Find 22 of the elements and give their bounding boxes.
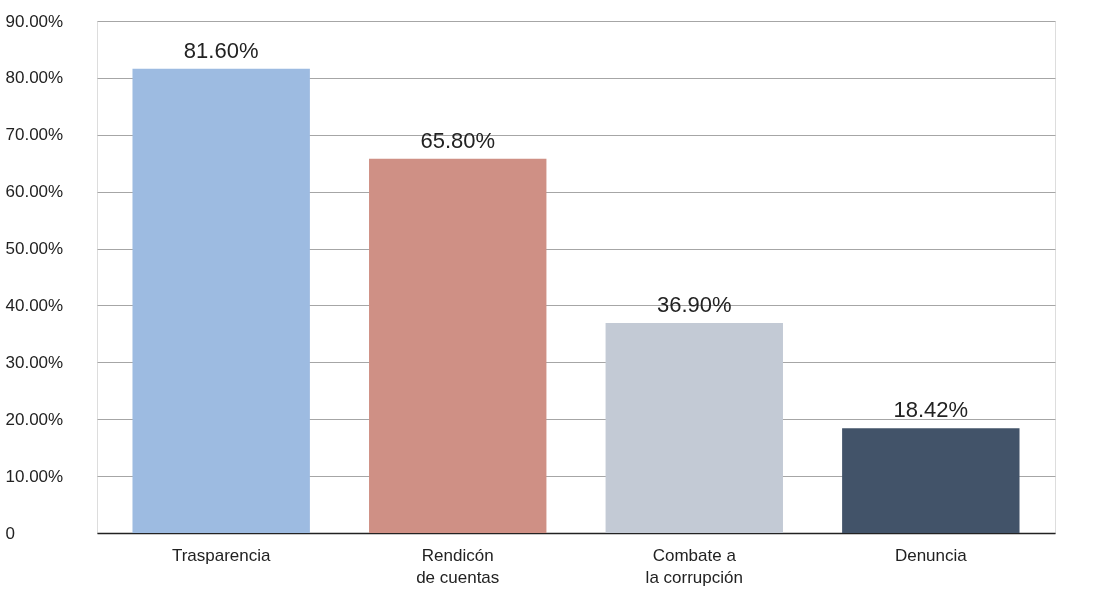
x-tick-label: Denuncia: [894, 545, 968, 565]
x-tick-label: Rendicón de cuentas: [416, 545, 500, 587]
bar: [605, 323, 783, 533]
data-label: 36.90%: [656, 292, 732, 318]
y-tick-label: 50.00%: [5, 239, 64, 259]
y-tick-label: 30.00%: [5, 352, 64, 372]
data-label: 18.42%: [893, 397, 969, 423]
bar: [842, 428, 1020, 533]
y-tick-label: 0: [5, 523, 15, 543]
y-tick-label: 80.00%: [5, 68, 64, 88]
bar: [132, 68, 310, 533]
y-tick-label: 40.00%: [5, 295, 64, 315]
data-label: 65.80%: [420, 127, 496, 153]
data-label: 81.60%: [183, 37, 259, 63]
y-tick-label: 10.00%: [5, 466, 64, 486]
y-tick-label: 90.00%: [5, 11, 64, 31]
x-tick-label: Trasparencia: [171, 545, 272, 565]
y-tick-label: 60.00%: [5, 182, 64, 202]
x-tick-label: Combate a la corrupción: [645, 545, 743, 587]
bar: [369, 158, 547, 533]
y-tick-label: 70.00%: [5, 125, 64, 145]
y-tick-label: 20.00%: [5, 409, 64, 429]
